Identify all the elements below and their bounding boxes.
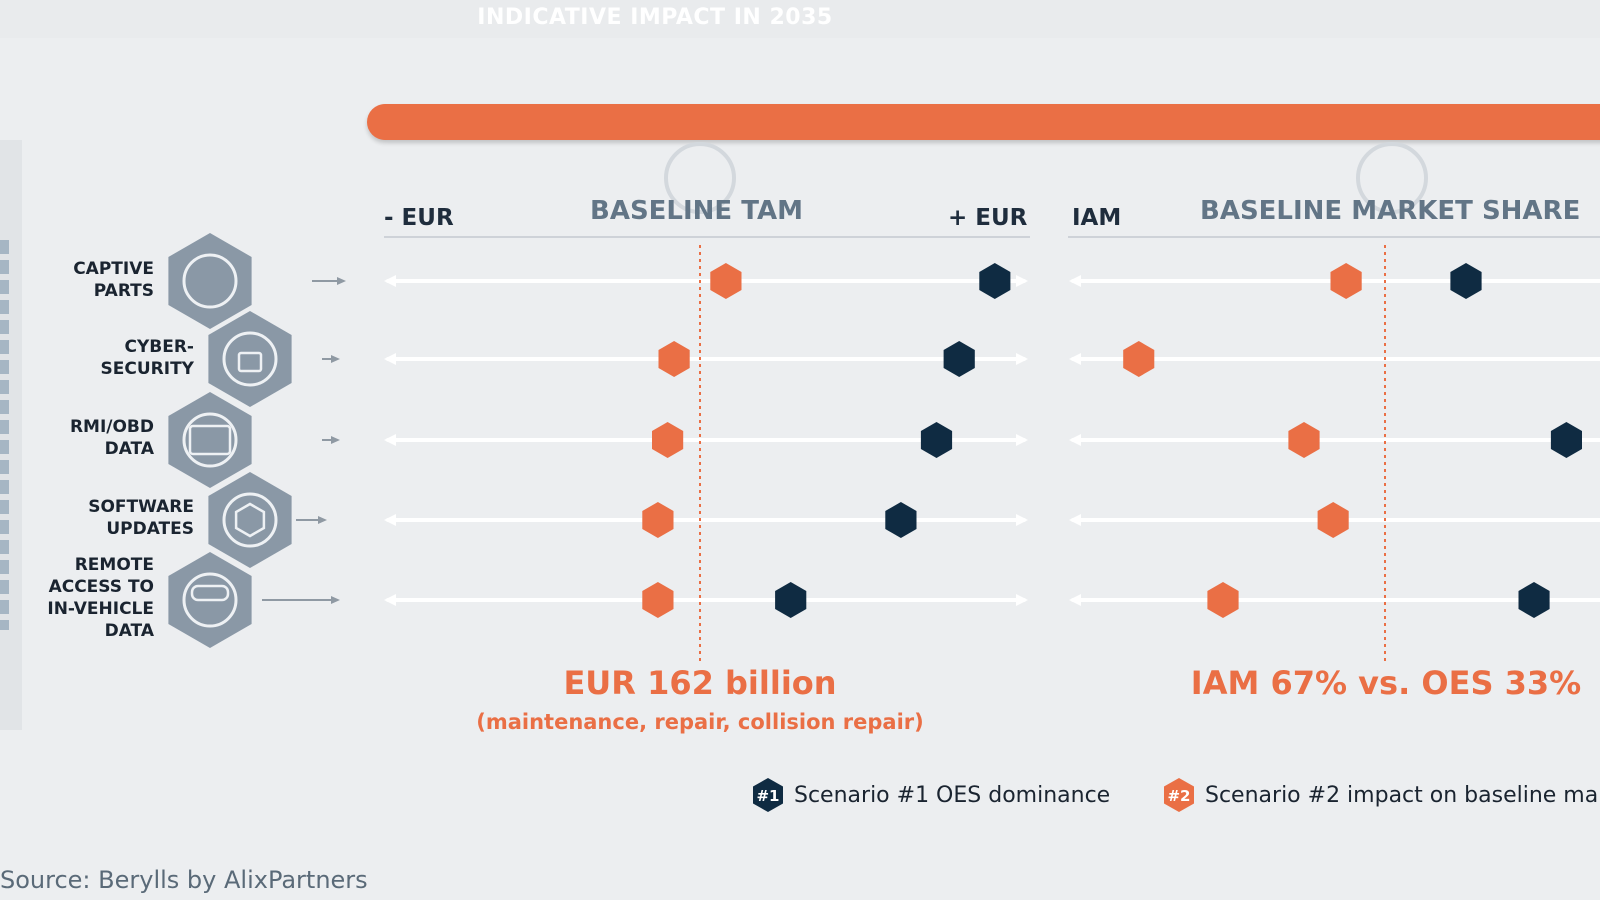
padlock-icon: [208, 311, 292, 407]
scenario-1-marker: [979, 263, 1011, 299]
left-panel-edge: [0, 140, 22, 730]
legend-item-scenario-1: #1 Scenario #1 OES dominance: [750, 778, 1110, 812]
row-arrow-head-icon: [337, 277, 346, 285]
row-arrow-head-icon: [318, 516, 327, 524]
share-title: BASELINE MARKET SHARE: [1200, 196, 1581, 226]
share-left-label: IAM: [1072, 205, 1122, 231]
svg-text:#1: #1: [756, 787, 779, 805]
track-left-arrow-icon: [384, 514, 396, 526]
track-left-arrow-icon: [1069, 353, 1081, 365]
scenario-1-marker: [885, 502, 917, 538]
track-left-arrow-icon: [1069, 434, 1081, 446]
source-note: Source: Berylls by AlixPartners: [0, 866, 368, 894]
gear-circle-icon: [168, 233, 252, 329]
circuit-cube-icon: [208, 472, 292, 568]
row-arrow-head-icon: [331, 596, 340, 604]
scenario-1-marker: [1518, 582, 1550, 618]
scenario-2-marker: [1330, 263, 1362, 299]
legend-label-scenario-1: Scenario #1 OES dominance: [794, 782, 1111, 808]
track-left-arrow-icon: [384, 434, 396, 446]
track-left-arrow-icon: [1069, 275, 1081, 287]
track-right-arrow-icon: [1016, 275, 1028, 287]
tam-title: BASELINE TAM: [590, 196, 803, 226]
track-right-arrow-icon: [1016, 353, 1028, 365]
vertical-title-fragment: [0, 240, 9, 630]
track-left-arrow-icon: [384, 353, 396, 365]
scenario-2-marker: [642, 502, 674, 538]
scenario-2-marker: [652, 422, 684, 458]
scenario-1-marker: [775, 582, 807, 618]
tam-summary-detail: (maintenance, repair, collision repair): [476, 710, 924, 734]
document-frame-icon: [188, 424, 232, 456]
icon-inner-ring: [182, 412, 238, 468]
banner-title: INDICATIVE IMPACT IN 2035: [477, 5, 833, 30]
legend-label-scenario-2: Scenario #2 impact on baseline ma: [1205, 782, 1599, 808]
track-left-arrow-icon: [1069, 514, 1081, 526]
track-left-arrow-icon: [384, 594, 396, 606]
scenario-2-marker: [658, 341, 690, 377]
track-right-arrow-icon: [1016, 594, 1028, 606]
scenario-2-marker: [642, 582, 674, 618]
tam-right-label: + EUR: [948, 205, 1028, 231]
icon-inner-ring: [182, 253, 238, 309]
scenario-2-marker: [1207, 582, 1239, 618]
header-emblem-icon: [1356, 142, 1428, 214]
cube-outline-icon: [234, 502, 266, 538]
category-label-captive-parts: CAPTIVE PARTS: [73, 259, 154, 301]
icon-inner-ring: [222, 492, 278, 548]
car-body-icon: [190, 584, 230, 602]
icon-inner-ring: [182, 572, 238, 628]
share-summary: IAM 67% vs. OES 33%: [1190, 664, 1582, 702]
category-label-cybersecurity: CYBER- SECURITY: [100, 337, 194, 379]
svg-text:#2: #2: [1167, 787, 1190, 805]
category-label-rmi-obd-data: RMI/OBD DATA: [69, 417, 154, 459]
padlock-body-icon: [237, 351, 263, 373]
scenario-1-badge-icon: #1: [753, 778, 783, 812]
scenario-2-marker: [710, 263, 742, 299]
tam-left-label: - EUR: [384, 205, 454, 231]
scenario-2-marker: [1123, 341, 1155, 377]
impact-banner: [367, 104, 1600, 140]
header-emblem-icon: [664, 142, 736, 214]
track-left-arrow-icon: [384, 275, 396, 287]
category-label-remote-access: REMOTE ACCESS TO IN-VEHICLE DATA: [47, 555, 154, 641]
legend-item-scenario-2: #2 Scenario #2 impact on baseline ma: [1161, 778, 1598, 812]
scenario-2-badge-icon: #2: [1164, 778, 1194, 812]
category-label-software-updates: SOFTWARE UPDATES: [88, 497, 194, 539]
row-arrow-head-icon: [331, 436, 340, 444]
track-right-arrow-icon: [1016, 434, 1028, 446]
track-right-arrow-icon: [1016, 514, 1028, 526]
scenario-1-marker: [1550, 422, 1582, 458]
scenario-1-marker: [1450, 263, 1482, 299]
scenario-1-marker: [943, 341, 975, 377]
row-arrow-head-icon: [331, 355, 340, 363]
tam-summary: EUR 162 billion: [563, 664, 837, 702]
track-left-arrow-icon: [1069, 594, 1081, 606]
top-strip: [0, 0, 1600, 38]
scenario-2-marker: [1288, 422, 1320, 458]
scenario-2-marker: [1317, 502, 1349, 538]
updated-document-icon: [168, 392, 252, 488]
icon-inner-ring: [222, 331, 278, 387]
scenario-1-marker: [920, 422, 953, 458]
